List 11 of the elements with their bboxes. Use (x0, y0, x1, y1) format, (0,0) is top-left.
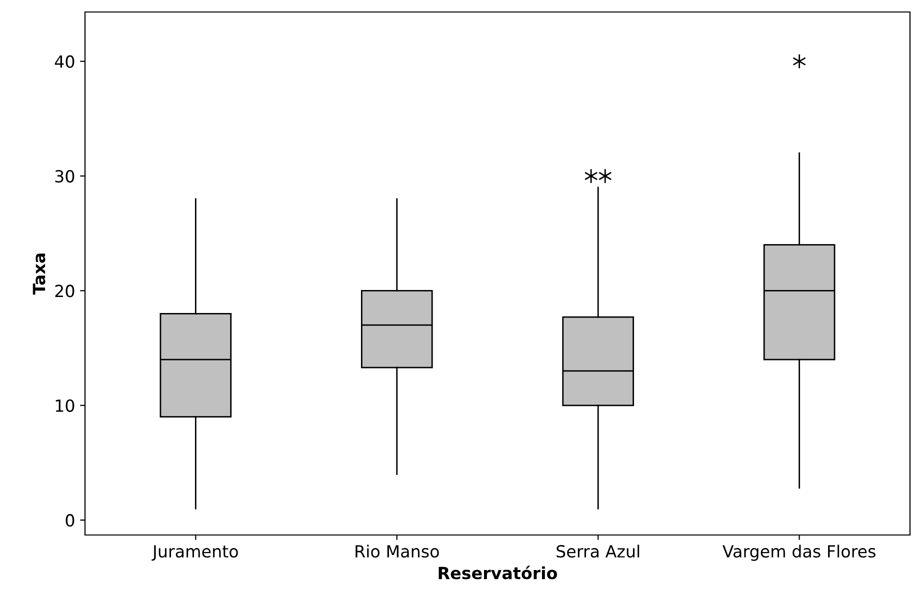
x-tick-label: Juramento (152, 545, 238, 561)
x-axis-title: Reservatório (438, 566, 558, 580)
x-tick-label: Serra Azul (556, 544, 640, 558)
y-tick-label: 20 (55, 284, 74, 298)
y-tick-label: 10 (56, 399, 74, 412)
y-tick-label: 40 (54, 55, 74, 68)
x-tick-label: Rio Manso (356, 544, 439, 558)
y-tick-label: 30 (55, 170, 74, 183)
y-tick-label: 0 (66, 514, 74, 527)
y-axis-title: Taxa (32, 254, 46, 295)
x-tick-label: Vargem das Flores (722, 544, 876, 561)
